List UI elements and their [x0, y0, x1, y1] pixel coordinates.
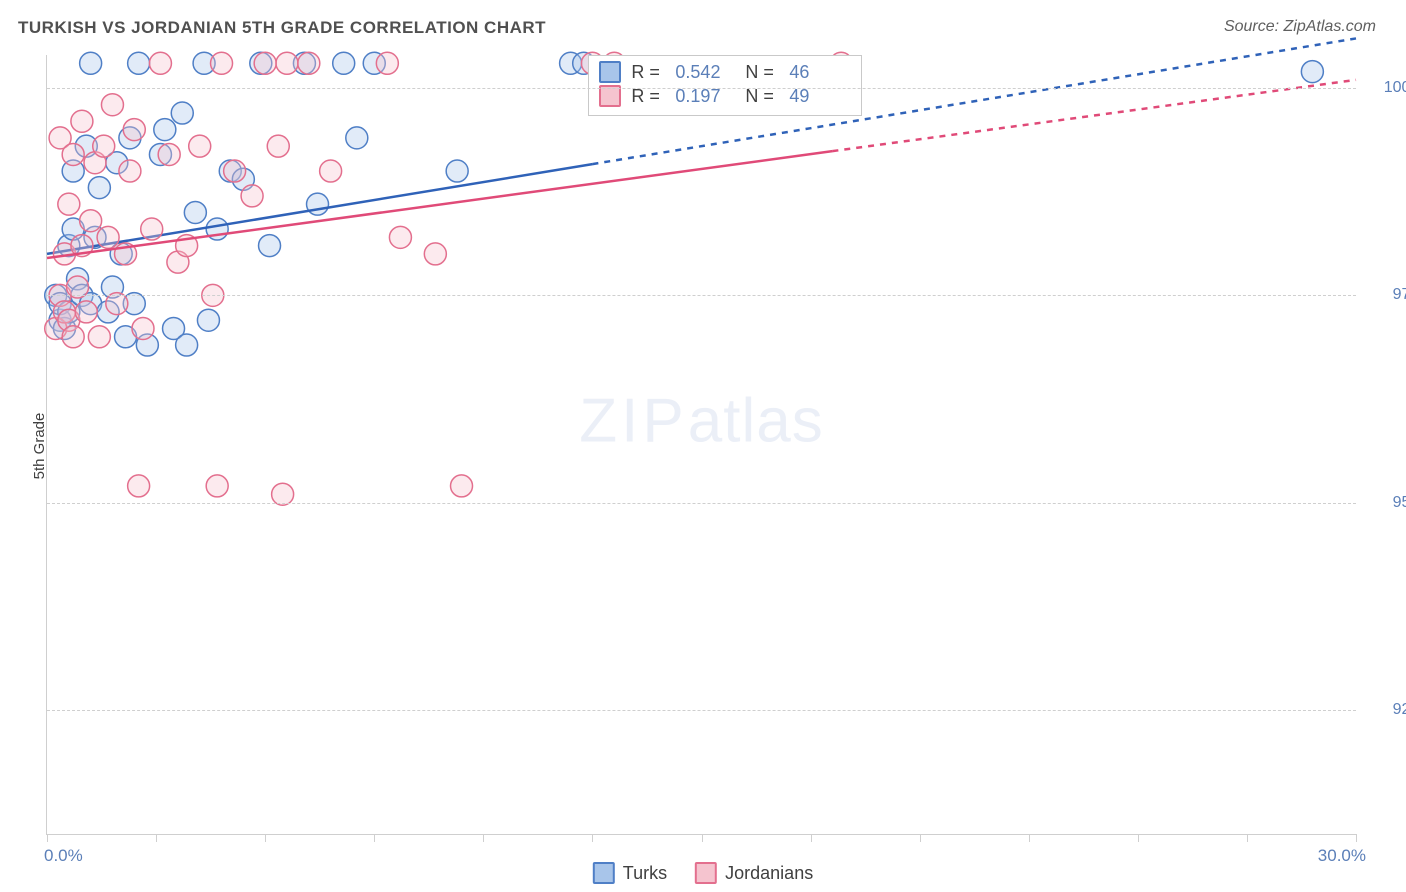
legend-label: Turks [623, 863, 667, 884]
x-tick-mark [47, 834, 48, 842]
data-point-jordanians [97, 226, 119, 248]
y-tick-label: 100.0% [1384, 79, 1406, 97]
x-tick-mark [920, 834, 921, 842]
data-point-jordanians [267, 135, 289, 157]
y-tick-label: 95.0% [1393, 494, 1406, 512]
data-point-turks [88, 177, 110, 199]
data-point-turks [446, 160, 468, 182]
gridline [47, 88, 1356, 89]
r-value: 0.542 [675, 60, 735, 84]
data-point-jordanians [149, 52, 171, 74]
data-point-jordanians [298, 52, 320, 74]
data-point-turks [333, 52, 355, 74]
x-tick-mark [1138, 834, 1139, 842]
chart-frame: TURKISH VS JORDANIAN 5TH GRADE CORRELATI… [0, 0, 1406, 892]
legend-swatch-turks [593, 862, 615, 884]
gridline [47, 710, 1356, 711]
correlation-row-turks: R = 0.542 N = 46 [599, 60, 849, 84]
data-point-jordanians [451, 475, 473, 497]
legend-item-turks: Turks [593, 862, 667, 884]
data-point-jordanians [206, 475, 228, 497]
x-tick-mark [483, 834, 484, 842]
data-point-jordanians [389, 226, 411, 248]
data-point-jordanians [119, 160, 141, 182]
n-label: N = [745, 60, 779, 84]
data-point-jordanians [189, 135, 211, 157]
data-point-jordanians [211, 52, 233, 74]
n-value: 46 [789, 60, 849, 84]
legend: Turks Jordanians [593, 862, 813, 884]
x-axis-min-label: 0.0% [44, 846, 83, 866]
x-tick-mark [1029, 834, 1030, 842]
y-tick-label: 97.5% [1393, 286, 1406, 304]
y-tick-label: 92.5% [1393, 701, 1406, 719]
x-tick-mark [1356, 834, 1357, 842]
regression-line-jordanians-dashed [832, 80, 1356, 151]
data-point-jordanians [254, 52, 276, 74]
data-point-jordanians [62, 326, 84, 348]
x-tick-mark [592, 834, 593, 842]
data-point-turks [128, 52, 150, 74]
x-tick-mark [811, 834, 812, 842]
gridline [47, 503, 1356, 504]
x-tick-mark [374, 834, 375, 842]
x-tick-mark [265, 834, 266, 842]
x-axis-max-label: 30.0% [1318, 846, 1366, 866]
data-point-turks [259, 235, 281, 257]
data-point-jordanians [75, 301, 97, 323]
legend-item-jordanians: Jordanians [695, 862, 813, 884]
data-point-turks [80, 52, 102, 74]
data-point-turks [1301, 61, 1323, 83]
gridline [47, 295, 1356, 296]
regression-line-jordanians [47, 151, 832, 258]
data-point-turks [346, 127, 368, 149]
x-tick-mark [156, 834, 157, 842]
chart-title: TURKISH VS JORDANIAN 5TH GRADE CORRELATI… [18, 18, 546, 38]
swatch-turks [599, 61, 621, 83]
source-prefix: Source: [1224, 18, 1284, 35]
source-name: ZipAtlas.com [1284, 18, 1376, 35]
data-point-turks [171, 102, 193, 124]
data-point-jordanians [424, 243, 446, 265]
data-point-jordanians [128, 475, 150, 497]
data-point-jordanians [58, 193, 80, 215]
data-point-jordanians [71, 110, 93, 132]
data-point-turks [176, 334, 198, 356]
data-point-turks [154, 119, 176, 141]
legend-label: Jordanians [725, 863, 813, 884]
data-point-jordanians [276, 52, 298, 74]
data-point-jordanians [320, 160, 342, 182]
data-point-jordanians [224, 160, 246, 182]
scatter-layer [47, 55, 1356, 834]
x-tick-mark [702, 834, 703, 842]
data-point-turks [197, 309, 219, 331]
data-point-jordanians [101, 94, 123, 116]
data-point-jordanians [62, 143, 84, 165]
correlation-box: R =0.542N =46R =0.197N =49 [588, 55, 862, 116]
data-point-jordanians [88, 326, 110, 348]
legend-swatch-jordanians [695, 862, 717, 884]
data-point-jordanians [80, 210, 102, 232]
data-point-jordanians [132, 317, 154, 339]
data-point-jordanians [158, 143, 180, 165]
x-tick-mark [1247, 834, 1248, 842]
data-point-jordanians [376, 52, 398, 74]
data-point-jordanians [123, 119, 145, 141]
source-credit: Source: ZipAtlas.com [1224, 18, 1376, 36]
r-label: R = [631, 60, 665, 84]
data-point-jordanians [141, 218, 163, 240]
plot-area: ZIPatlas R =0.542N =46R =0.197N =49 100.… [46, 55, 1356, 835]
data-point-jordanians [93, 135, 115, 157]
data-point-turks [184, 201, 206, 223]
data-point-jordanians [241, 185, 263, 207]
